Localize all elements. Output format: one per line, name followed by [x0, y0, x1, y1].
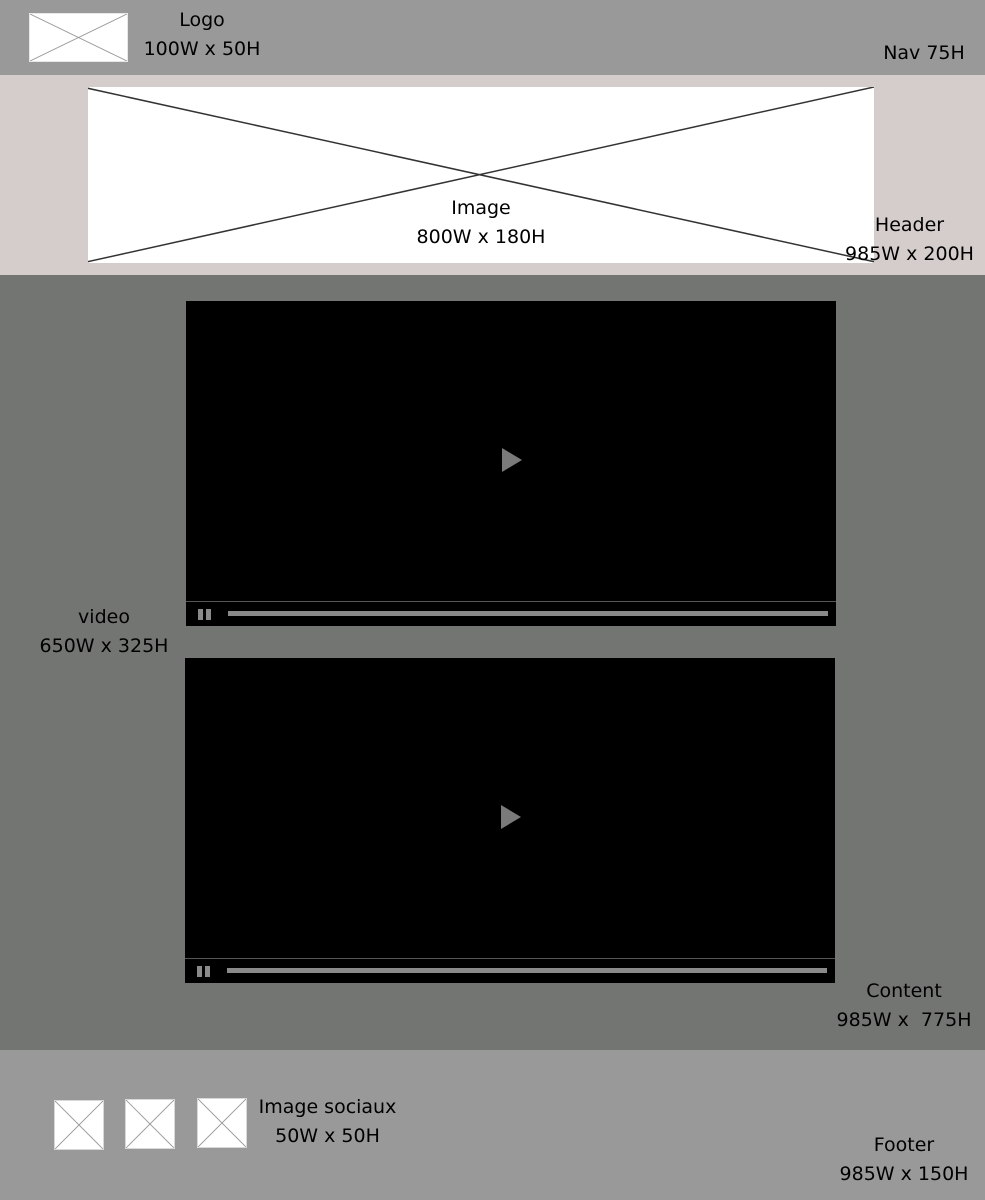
content-region: video 650W x 325H Content 985W x 775H — [0, 275, 985, 1050]
social-image-placeholder — [125, 1099, 175, 1149]
footer-label-title: Footer — [873, 1134, 935, 1156]
header-region: Image 800W x 180H Header 985W x 200H — [0, 75, 985, 275]
video-player-2[interactable] — [185, 658, 835, 983]
header-label-title: Header — [874, 214, 945, 236]
content-label: Content 985W x 775H — [833, 977, 975, 1035]
video-progress-bar[interactable] — [227, 968, 827, 973]
video-title: video — [78, 606, 130, 628]
header-image-placeholder — [88, 87, 874, 263]
header-label-size: 985W x 200H — [845, 243, 974, 265]
video-progress-bar[interactable] — [228, 611, 828, 616]
content-label-title: Content — [866, 980, 942, 1002]
header-image-title: Image — [451, 197, 511, 219]
social-images-label: Image sociaux 50W x 50H — [255, 1093, 400, 1151]
play-icon[interactable] — [502, 448, 522, 472]
social-image-placeholder — [197, 1098, 247, 1148]
social-image-placeholder — [54, 1100, 104, 1150]
footer-region: Image sociaux 50W x 50H Footer 985W x 15… — [0, 1050, 985, 1200]
video-player-1[interactable] — [186, 301, 836, 626]
logo-label: Logo 100W x 50H — [142, 6, 262, 64]
content-label-size: 985W x 775H — [836, 1009, 972, 1031]
footer-label-size: 985W x 150H — [839, 1163, 969, 1185]
video-controls — [186, 601, 836, 626]
social-images-title: Image sociaux — [258, 1096, 397, 1118]
logo-size: 100W x 50H — [143, 38, 261, 60]
nav-label: Nav 75H — [883, 42, 965, 64]
pause-icon[interactable] — [198, 609, 211, 620]
play-icon[interactable] — [501, 805, 521, 829]
header-label: Header 985W x 200H — [842, 211, 977, 269]
video-controls — [185, 958, 835, 983]
video-label: video 650W x 325H — [34, 603, 174, 661]
nav-region: Logo 100W x 50H Nav 75H — [0, 0, 985, 75]
pause-icon[interactable] — [197, 966, 210, 977]
header-image-size: 800W x 180H — [416, 226, 546, 248]
logo-title: Logo — [179, 9, 225, 31]
header-image-label: Image 800W x 180H — [401, 194, 561, 252]
video-size: 650W x 325H — [39, 635, 169, 657]
footer-label: Footer 985W x 150H — [836, 1131, 972, 1189]
social-images-size: 50W x 50H — [275, 1125, 380, 1147]
logo-image-placeholder — [29, 13, 128, 62]
